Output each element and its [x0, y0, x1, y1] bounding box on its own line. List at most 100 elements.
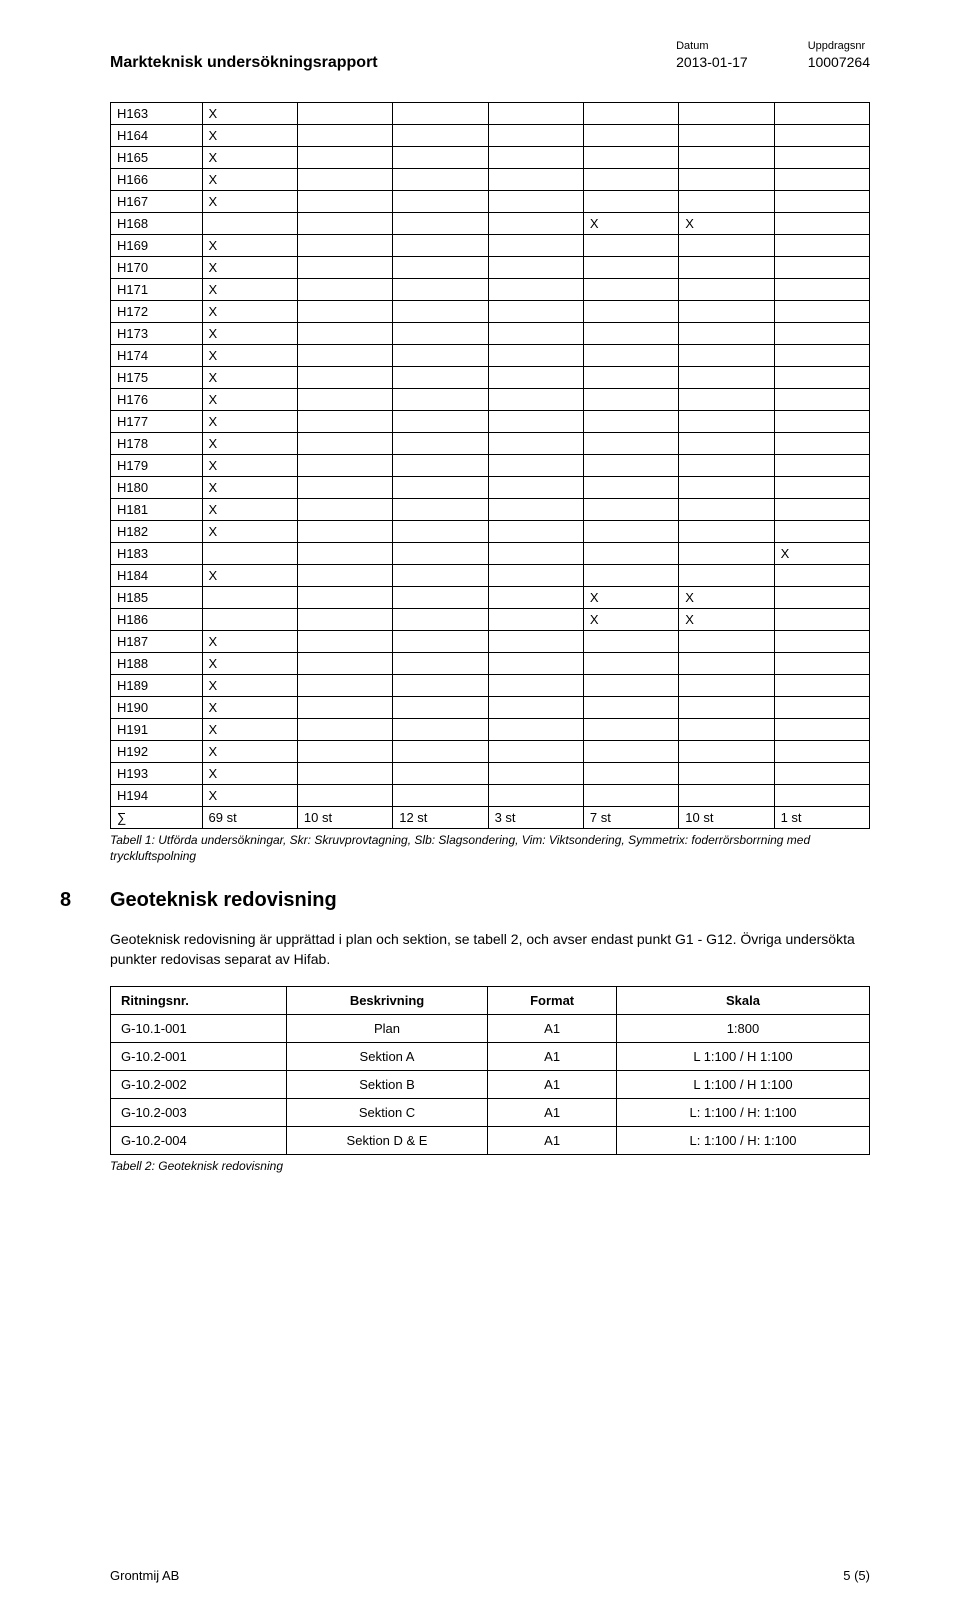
data-cell: X [202, 389, 297, 411]
drawings-th-format: Format [488, 986, 617, 1014]
drawing-cell: G-10.2-001 [111, 1042, 287, 1070]
data-cell [488, 411, 583, 433]
row-id-cell: H172 [111, 301, 203, 323]
data-cell [297, 411, 392, 433]
data-cell [393, 565, 488, 587]
data-cell [297, 565, 392, 587]
data-cell [393, 477, 488, 499]
data-cell [583, 367, 678, 389]
data-cell [774, 521, 869, 543]
row-id-cell: H188 [111, 653, 203, 675]
drawing-cell: A1 [488, 1126, 617, 1154]
data-cell [679, 741, 774, 763]
drawing-row: G-10.2-002Sektion BA1L 1:100 / H 1:100 [111, 1070, 870, 1098]
data-cell [679, 191, 774, 213]
data-cell [679, 719, 774, 741]
data-cell [393, 543, 488, 565]
data-cell: X [583, 609, 678, 631]
data-cell [583, 147, 678, 169]
data-cell [488, 631, 583, 653]
table-row: H185XX [111, 587, 870, 609]
data-cell [774, 675, 869, 697]
data-cell [774, 235, 869, 257]
data-cell [297, 191, 392, 213]
data-cell [297, 477, 392, 499]
data-cell: X [202, 477, 297, 499]
table-row: H176X [111, 389, 870, 411]
row-id-cell: H192 [111, 741, 203, 763]
data-cell [297, 675, 392, 697]
drawing-cell: G-10.2-004 [111, 1126, 287, 1154]
data-cell [774, 433, 869, 455]
row-id-cell: H165 [111, 147, 203, 169]
data-cell [393, 785, 488, 807]
data-cell [679, 631, 774, 653]
data-cell [774, 653, 869, 675]
row-id-cell: H180 [111, 477, 203, 499]
data-cell [583, 675, 678, 697]
drawing-cell: L: 1:100 / H: 1:100 [616, 1098, 869, 1126]
data-cell [393, 631, 488, 653]
drawings-th-ritningsnr: Ritningsnr. [111, 986, 287, 1014]
data-cell [679, 169, 774, 191]
data-cell [393, 301, 488, 323]
drawings-table-caption: Tabell 2: Geoteknisk redovisning [110, 1158, 870, 1174]
data-cell [393, 323, 488, 345]
row-id-cell: H189 [111, 675, 203, 697]
data-cell [679, 323, 774, 345]
data-cell [297, 279, 392, 301]
table-row: H181X [111, 499, 870, 521]
data-cell [393, 257, 488, 279]
data-cell: X [202, 323, 297, 345]
data-cell: X [202, 785, 297, 807]
drawing-cell: Plan [286, 1014, 488, 1042]
table-row: H180X [111, 477, 870, 499]
data-cell [297, 543, 392, 565]
data-cell [297, 213, 392, 235]
data-cell [583, 719, 678, 741]
data-cell [774, 741, 869, 763]
data-cell [774, 631, 869, 653]
drawings-th-skala: Skala [616, 986, 869, 1014]
row-id-cell: H167 [111, 191, 203, 213]
table-row: H192X [111, 741, 870, 763]
row-id-cell: H193 [111, 763, 203, 785]
data-cell [393, 345, 488, 367]
data-cell [774, 367, 869, 389]
data-cell [488, 455, 583, 477]
data-cell: X [202, 279, 297, 301]
table-row: H170X [111, 257, 870, 279]
drawing-row: G-10.1-001PlanA11:800 [111, 1014, 870, 1042]
data-cell [774, 103, 869, 125]
table-row: H186XX [111, 609, 870, 631]
data-cell [679, 389, 774, 411]
row-id-cell: H184 [111, 565, 203, 587]
row-id-cell: H190 [111, 697, 203, 719]
data-cell [583, 125, 678, 147]
data-cell [393, 763, 488, 785]
data-cell [202, 543, 297, 565]
data-cell [488, 367, 583, 389]
data-cell [679, 675, 774, 697]
data-cell [393, 499, 488, 521]
doc-title: Markteknisk undersökningsrapport [110, 40, 676, 72]
data-cell [774, 301, 869, 323]
data-cell [297, 147, 392, 169]
data-cell [488, 433, 583, 455]
data-cell [583, 653, 678, 675]
section-8-body: Geoteknisk redovisning är upprättad i pl… [110, 930, 870, 969]
table-row: H183X [111, 543, 870, 565]
data-cell [393, 235, 488, 257]
data-cell [488, 543, 583, 565]
data-cell: X [202, 125, 297, 147]
table-row: H178X [111, 433, 870, 455]
data-cell [488, 103, 583, 125]
data-cell [774, 257, 869, 279]
date-value: 2013-01-17 [676, 54, 748, 70]
data-cell [774, 785, 869, 807]
data-cell [679, 785, 774, 807]
data-cell [393, 169, 488, 191]
data-cell: X [202, 301, 297, 323]
data-cell [583, 279, 678, 301]
data-cell [488, 697, 583, 719]
